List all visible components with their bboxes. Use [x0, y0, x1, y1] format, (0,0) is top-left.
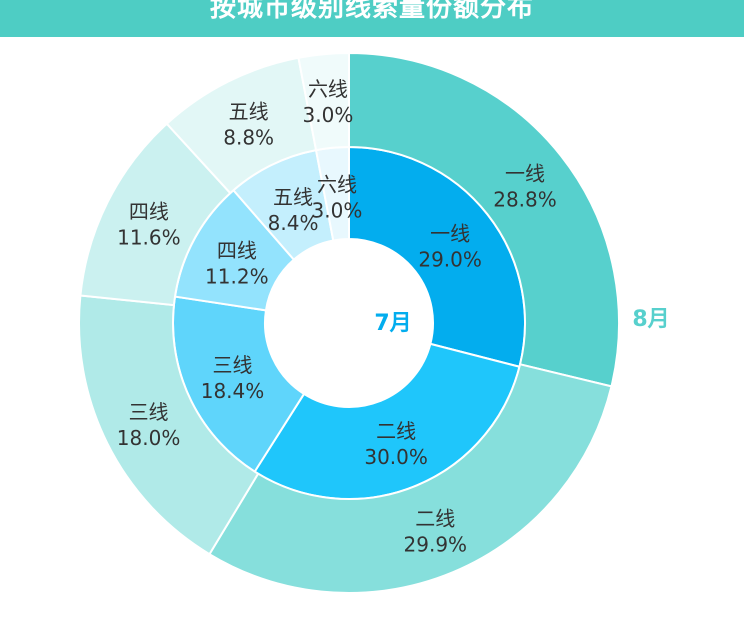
slice-category-label: 三线 [129, 400, 169, 424]
slice-category-label: 四线 [217, 238, 257, 262]
slice-value-label: 30.0% [364, 445, 428, 469]
slice-value-label: 18.4% [201, 379, 265, 403]
slice-outer-2 [208, 363, 613, 594]
slice-category-label: 二线 [415, 507, 455, 531]
slice-category-label: 六线 [308, 77, 348, 101]
slice-category-label: 六线 [317, 173, 357, 197]
slice-value-label: 29.9% [404, 533, 468, 557]
slice-category-label: 一线 [430, 222, 470, 246]
series-label-inner: 7月 [374, 311, 411, 336]
slice-category-label: 五线 [229, 100, 269, 124]
slice-category-label: 五线 [273, 185, 313, 209]
slice-value-label: 11.6% [117, 225, 181, 249]
header-bar: 按城市级别线索量份额分布 [0, 0, 744, 37]
page-title: 按城市级别线索量份额分布 [209, 0, 534, 23]
slice-value-label: 8.4% [268, 211, 319, 235]
slice-outer-6 [297, 51, 350, 152]
series-label-outer: 8月 [632, 307, 669, 332]
slice-value-label: 3.0% [303, 103, 354, 127]
slice-category-label: 二线 [376, 419, 416, 443]
slice-outer-3 [78, 294, 260, 556]
slice-category-label: 一线 [505, 161, 545, 185]
slice-value-label: 3.0% [312, 199, 363, 223]
slice-value-label: 18.0% [117, 426, 181, 450]
slice-value-label: 8.8% [223, 126, 274, 150]
slice-category-label: 三线 [213, 353, 253, 377]
slice-value-label: 29.0% [418, 248, 482, 272]
slice-value-label: 28.8% [493, 187, 557, 211]
slice-value-label: 11.2% [205, 264, 269, 288]
slice-outer-1 [348, 51, 620, 388]
slice-category-label: 四线 [129, 199, 169, 223]
